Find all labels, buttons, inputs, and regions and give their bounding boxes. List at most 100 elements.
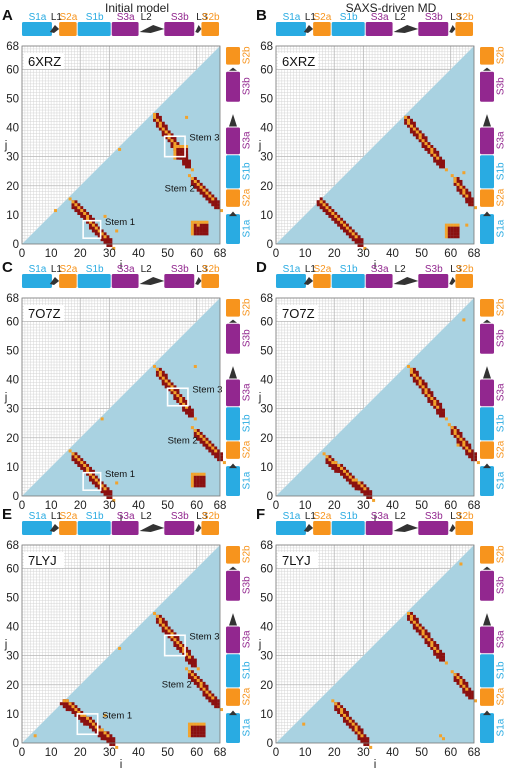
contact-cell bbox=[171, 382, 174, 385]
y-tick-label: 30 bbox=[6, 651, 19, 663]
y-tick-label: 60 bbox=[260, 563, 273, 575]
contact-cell bbox=[162, 377, 165, 380]
contact-cell bbox=[197, 221, 200, 224]
segment-block bbox=[276, 22, 306, 36]
contact-cell bbox=[173, 644, 176, 647]
contact-cell bbox=[83, 209, 86, 212]
contact-cell bbox=[173, 394, 176, 397]
contact-cell bbox=[407, 618, 410, 621]
contact-cell bbox=[205, 444, 208, 447]
contact-cell bbox=[448, 232, 451, 235]
contact-cell bbox=[200, 679, 203, 682]
contact-cell bbox=[69, 708, 72, 711]
segment-block bbox=[226, 127, 240, 154]
contact-cell bbox=[436, 409, 439, 412]
x-tick-label: 50 bbox=[161, 248, 174, 260]
contact-cell bbox=[101, 731, 104, 734]
y-tick-label: 20 bbox=[6, 433, 19, 445]
contact-cell bbox=[83, 723, 86, 726]
contact-cell bbox=[104, 487, 107, 490]
contact-cell bbox=[416, 624, 419, 627]
contact-cell bbox=[416, 374, 419, 377]
contact-cell bbox=[340, 708, 343, 711]
contact-cell bbox=[211, 447, 214, 450]
contact-cell bbox=[185, 165, 188, 168]
contact-cell bbox=[436, 647, 439, 650]
segment-block bbox=[22, 22, 52, 36]
contact-cell bbox=[205, 192, 208, 195]
contact-cell bbox=[205, 691, 208, 694]
contact-cell bbox=[69, 702, 72, 705]
segment-block bbox=[480, 441, 494, 459]
contact-cell bbox=[194, 365, 197, 368]
contact-cell bbox=[153, 365, 156, 368]
segment-label: S1a bbox=[29, 12, 47, 23]
contact-cell bbox=[334, 461, 337, 464]
contact-cell bbox=[422, 139, 425, 142]
contact-cell bbox=[101, 737, 104, 740]
contact-cell bbox=[95, 484, 98, 487]
contact-cell bbox=[92, 229, 95, 232]
y-tick-label: 20 bbox=[260, 680, 273, 692]
contact-cell bbox=[156, 615, 159, 618]
contact-cell bbox=[451, 174, 454, 177]
contact-cell bbox=[92, 224, 95, 227]
contact-cell bbox=[346, 717, 349, 720]
contact-cell bbox=[413, 615, 416, 618]
contact-cell bbox=[214, 696, 217, 699]
contact-cell bbox=[459, 679, 462, 682]
contact-cell bbox=[436, 160, 439, 163]
contact-cell bbox=[474, 452, 477, 455]
contact-cell bbox=[352, 723, 355, 726]
contact-cell bbox=[86, 723, 89, 726]
stem-label: Stem 1 bbox=[102, 710, 132, 721]
stem-label: Stem 2 bbox=[165, 184, 195, 195]
contact-cell bbox=[200, 688, 203, 691]
contact-cell bbox=[159, 116, 162, 119]
contact-cell bbox=[191, 661, 194, 664]
contact-cell bbox=[448, 229, 451, 232]
contact-cell bbox=[407, 612, 410, 615]
loop-arrow-icon bbox=[140, 524, 165, 532]
y-axis-label: j bbox=[258, 639, 262, 651]
contact-cell bbox=[168, 629, 171, 632]
contact-cell bbox=[340, 218, 343, 221]
segment-block bbox=[366, 521, 393, 535]
loop-arrow-icon bbox=[483, 711, 491, 716]
panels: AStem 1Stem 2Stem 36XRZ0 10 20 30 40 50 60 6801… bbox=[2, 7, 507, 769]
segment-block bbox=[59, 274, 77, 288]
loop-arrow-icon bbox=[394, 277, 419, 285]
contact-cell bbox=[442, 414, 445, 417]
contact-cell bbox=[349, 717, 352, 720]
contact-cell bbox=[422, 627, 425, 630]
contact-cell bbox=[436, 650, 439, 653]
segment-label: S3b bbox=[171, 264, 189, 275]
contact-cell bbox=[104, 731, 107, 734]
contact-cell bbox=[197, 432, 200, 435]
contact-cell bbox=[352, 238, 355, 241]
segment-label: S3a bbox=[242, 630, 253, 648]
y-tick-label: 10 bbox=[260, 462, 273, 474]
y-tick-label: 0 bbox=[13, 239, 19, 251]
y-tick-label: 20 bbox=[6, 680, 19, 692]
contact-cell bbox=[430, 397, 433, 400]
x-tick-label: 10 bbox=[45, 747, 58, 759]
contact-cell bbox=[165, 624, 168, 627]
contact-cell bbox=[194, 682, 197, 685]
contact-cell bbox=[92, 726, 95, 729]
contact-cell bbox=[445, 168, 448, 171]
contact-cell bbox=[214, 197, 217, 200]
contact-cell bbox=[416, 136, 419, 139]
contact-cell bbox=[194, 229, 197, 232]
segment-block bbox=[480, 654, 494, 687]
contact-cell bbox=[454, 676, 457, 679]
contact-cell bbox=[419, 629, 422, 632]
contact-cell bbox=[320, 206, 323, 209]
contact-cell bbox=[188, 661, 191, 664]
contact-cell bbox=[173, 397, 176, 400]
right-segment-bar: S1aS2aS1bS3aS3bS2b bbox=[226, 545, 253, 743]
contact-cell bbox=[194, 432, 197, 435]
contact-cell bbox=[425, 139, 428, 142]
loop-arrow-icon bbox=[229, 567, 237, 570]
right-segment-bar: S1aS2aS1bS3aS3bS2b bbox=[226, 298, 253, 496]
